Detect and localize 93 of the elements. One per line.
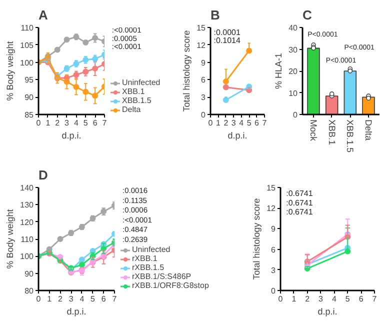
y-tick-label: 130	[20, 200, 34, 210]
x-tick-label: 6	[92, 118, 98, 128]
y-tick-label: 80	[24, 286, 34, 296]
y-tick-label: 120	[20, 218, 34, 227]
y-tick-label: 9	[271, 224, 276, 234]
x-tick-label: 4	[74, 118, 79, 128]
x-tick-label: 0	[36, 294, 42, 304]
x-tick-label: 6	[101, 294, 106, 304]
x-tick-label: Delta	[364, 120, 374, 141]
y-tick-label: 95	[24, 76, 34, 85]
x-tick-label: 4	[239, 118, 244, 128]
y-tick-label: 15	[196, 24, 206, 32]
x-tick-label: 5	[246, 118, 252, 128]
annotation: :0.6741	[286, 208, 314, 217]
legend-label: XBB.1	[122, 87, 145, 96]
y-tick-label: 3	[271, 266, 276, 275]
y-tick-label: 6	[271, 245, 276, 254]
y-tick-label: 105	[20, 40, 34, 50]
x-tick-label: 4	[332, 294, 337, 304]
chart-title: B	[210, 8, 220, 22]
y-tick-label: 0	[271, 286, 276, 296]
y-tick-label: 140	[20, 184, 34, 192]
x-tick-label: 3	[231, 118, 236, 128]
y-axis-title: % Body weight	[5, 40, 16, 101]
y-tick-label: 0	[201, 110, 206, 120]
y-tick-label: 110	[20, 24, 34, 32]
x-tick-label: 7	[102, 118, 108, 128]
x-tick-label: 1	[216, 118, 221, 128]
y-tick-label: 12	[266, 204, 276, 214]
y-tick-label: 85	[24, 110, 34, 120]
legend-label: rXBB.1.5	[132, 263, 164, 272]
x-tick-label: XBB.1	[326, 120, 337, 146]
annotation: :0.1014	[214, 36, 241, 46]
x-tick-label: 2	[305, 294, 310, 304]
x-tick-label: 3	[68, 294, 74, 304]
y-tick-label: 6	[201, 76, 206, 85]
annotation: :0.6741	[286, 198, 314, 208]
y-tick-label: 12	[196, 40, 206, 50]
y-tick-label: 90	[24, 93, 34, 102]
x-tick-label: 6	[254, 118, 260, 128]
y-tick-label: 20	[288, 67, 298, 76]
legend-label: Uninfected	[132, 245, 170, 254]
annotation: :0.6741	[286, 189, 314, 198]
x-axis-title: d.p.i.	[228, 130, 248, 140]
x-tick-label: 3	[318, 294, 324, 304]
legend-label: Delta	[122, 105, 142, 114]
legend-label: rXBB.1/S:S486P	[132, 272, 192, 281]
x-tick-label: 3	[64, 118, 70, 128]
x-tick-label: 0	[36, 118, 42, 128]
chart-title: A	[38, 8, 48, 22]
x-tick-label: 1	[47, 294, 52, 304]
x-axis-title: d.p.i.	[318, 306, 338, 316]
x-tick-label: 2	[224, 118, 229, 128]
x-tick-label: 7	[372, 294, 378, 304]
y-tick-label: 40	[288, 24, 298, 32]
x-tick-label: 7	[112, 294, 118, 304]
x-tick-label: 5	[345, 294, 350, 304]
chart-title: D	[38, 168, 48, 182]
y-tick-label: 10	[288, 88, 298, 98]
x-tick-label: 0	[208, 118, 214, 128]
legend-label: rXBB.1	[132, 254, 158, 263]
x-tick-label: Mock	[308, 120, 318, 142]
x-tick-label: XBB.1.5	[345, 120, 356, 153]
legend-label: XBB.1.5	[122, 96, 152, 105]
y-tick-label: 9	[201, 58, 206, 68]
x-tick-label: 1	[46, 118, 51, 128]
x-tick-label: 5	[90, 294, 96, 304]
x-tick-label: 2	[55, 118, 60, 128]
y-tick-label: 110	[20, 235, 34, 244]
y-tick-label: 30	[288, 45, 298, 54]
legend-label: rXBB.1/ORF8:G8stop	[132, 281, 209, 290]
x-tick-label: 0	[278, 294, 284, 304]
y-axis-title: % Body weight	[5, 208, 16, 269]
x-tick-label: 1	[292, 294, 297, 304]
legend-label: Uninfected	[122, 78, 160, 87]
y-tick-label: 100	[20, 58, 34, 68]
x-tick-label: 2	[58, 294, 63, 304]
y-tick-label: 90	[24, 269, 34, 278]
annotation: :0.0001	[214, 28, 241, 38]
y-axis-title: % HLA-1	[274, 52, 284, 90]
y-tick-label: 0	[293, 110, 298, 120]
chart-title: C	[302, 8, 312, 22]
x-axis-title: d.p.i.	[62, 130, 82, 140]
y-axis-title: Total histology score	[182, 30, 192, 112]
x-tick-label: 7	[262, 118, 268, 128]
y-tick-label: 3	[201, 93, 206, 102]
x-tick-label: 5	[83, 118, 88, 128]
x-tick-label: 6	[358, 294, 364, 304]
y-tick-label: 100	[20, 252, 34, 262]
x-tick-label: 4	[80, 294, 85, 304]
y-tick-label: 15	[266, 184, 276, 192]
y-axis-title: Total histology score	[252, 198, 262, 280]
x-axis-title: d.p.i.	[66, 306, 86, 316]
